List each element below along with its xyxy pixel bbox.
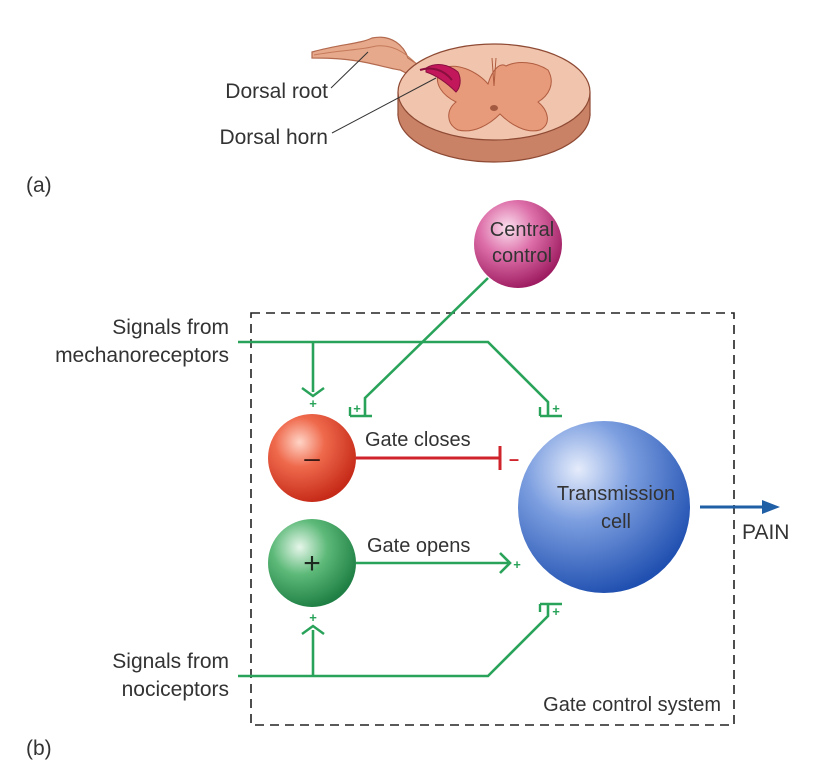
transmission-cell <box>518 421 690 593</box>
dorsal-horn-leader <box>331 77 437 134</box>
panel-a-label: (a) <box>26 174 52 197</box>
synapse-plus-sign-gate: + <box>513 557 521 572</box>
mechanoreceptor-fiber <box>238 340 550 416</box>
gate-closes-label: Gate closes <box>365 429 471 451</box>
gate-control-system-box <box>250 312 735 726</box>
synapse-mech-to-transmission <box>538 407 562 418</box>
inhibitory-neuron <box>268 414 356 502</box>
synapse-plus-sign-central: + <box>353 401 361 416</box>
synapse-noci-to-transmission <box>538 602 562 612</box>
nociceptors-label-line2: nociceptors <box>122 678 229 701</box>
pain-output-arrow <box>700 500 780 514</box>
central-control-line2: control <box>492 245 552 267</box>
panel-b-label: (b) <box>26 737 52 760</box>
mechanoreceptors-label-line2: mechanoreceptors <box>55 344 229 367</box>
excitatory-neuron <box>268 519 356 607</box>
gate-opens-pathway <box>356 552 512 574</box>
nociceptors-label-line1: Signals from <box>112 650 229 673</box>
gate-opens-label: Gate opens <box>367 535 470 557</box>
central-control-line1: Central <box>490 219 554 241</box>
central-control-pathway <box>363 277 489 416</box>
synapse-central-to-inhibitory <box>348 407 372 418</box>
mechanoreceptors-label-line1: Signals from <box>112 316 229 339</box>
transmission-cell-line1: Transmission <box>557 483 675 505</box>
synapse-plus-sign-noci: + <box>309 610 317 625</box>
transmission-cell-line2: cell <box>601 511 631 533</box>
synapse-minus-sign: – <box>509 449 519 469</box>
pain-label: PAIN <box>742 521 789 544</box>
dorsal-horn-label: Dorsal horn <box>219 126 328 149</box>
synapse-plus-sign-mech-t: + <box>552 401 560 416</box>
excitatory-neuron-sign: + <box>303 547 321 580</box>
dorsal-root-label: Dorsal root <box>225 80 328 103</box>
inhibitory-neuron-sign: – <box>304 442 320 473</box>
synapse-plus-sign-noci-t: + <box>552 604 560 619</box>
dorsal-root-leader <box>330 51 369 89</box>
synapse-plus-sign: + <box>309 396 317 411</box>
gate-closes-pathway <box>356 446 502 470</box>
central-control-node <box>474 200 562 288</box>
nociceptor-fiber <box>238 604 550 678</box>
synapse-noci-to-excitatory <box>301 624 325 635</box>
spinal-cord-illustration <box>311 36 591 163</box>
synapse-mech-to-inhibitory <box>301 387 325 398</box>
gate-control-system-label: Gate control system <box>543 694 721 716</box>
